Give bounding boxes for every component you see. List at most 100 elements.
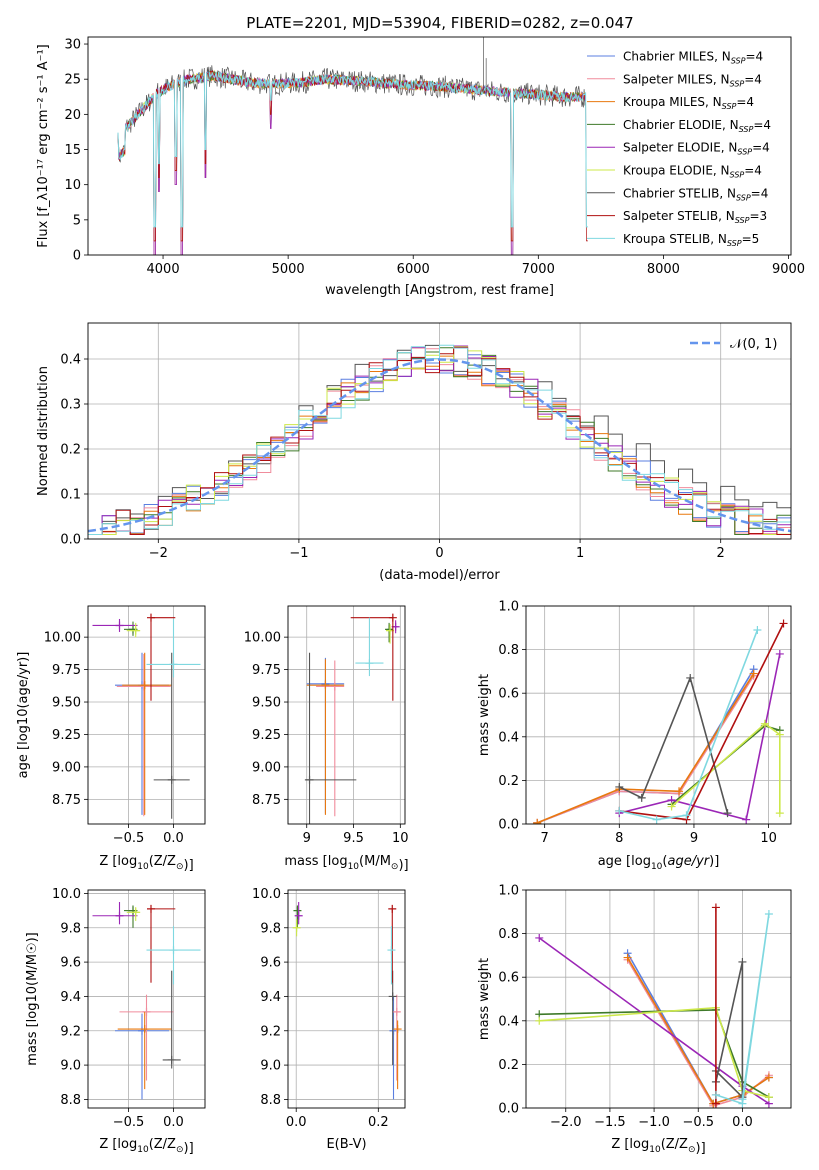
legend-subscript: SSP: [731, 57, 746, 66]
axis-label-part: age [log: [598, 854, 651, 869]
legend-text: Kroupa MILES, N: [623, 95, 722, 109]
x-tick-label: −0.5: [682, 1115, 714, 1130]
x-tick-label: 0.0: [286, 1115, 307, 1130]
y-tick-label: 9.2: [60, 1024, 81, 1039]
x-tick-label: 9: [303, 831, 311, 846]
data-point: [305, 775, 314, 784]
data-point: [535, 1016, 544, 1025]
x-tick-label: −0.5: [113, 1115, 145, 1130]
data-point: [388, 992, 397, 1001]
y-tick-label: 9.75: [52, 663, 81, 678]
series-line-chabrier_stelib: [715, 961, 744, 1100]
legend-subscript: SSP: [730, 171, 745, 180]
x-tick-label: 10: [392, 831, 409, 846]
axis-label-part: (M/M: [359, 854, 391, 869]
mass-vs-ebv-panel: 0.0 0.2 8.8 9.0 9.2 9.4 9.6 9.8 10.0 E(B-V): [252, 887, 406, 1152]
y-tick-label: 1.0: [498, 600, 519, 615]
legend-suffix: =4: [744, 72, 762, 86]
plot-area: [88, 344, 791, 535]
spectrum-line-kroupa_stelib: [117, 71, 588, 228]
axis-label-part: )]: [184, 1141, 194, 1156]
axis-label-part: 10: [348, 862, 360, 872]
x-tick-label: 7: [541, 831, 549, 846]
axis-label-part: )]: [709, 854, 719, 869]
axis-label-part: ⊙: [391, 862, 399, 872]
data-point: [764, 1073, 773, 1082]
legend-suffix: =4: [752, 141, 770, 155]
y-tick-label: 9.75: [252, 663, 281, 678]
residuals-histogram-panel: −2 −1 0 1 2 0.0 0.1 0.2 0.3 0.4 (data-model)/error…: [36, 322, 792, 583]
data-point: [711, 903, 720, 912]
data-point: [115, 911, 124, 920]
x-tick-label: 6000: [397, 262, 430, 277]
x-tick-label: 0: [435, 546, 443, 561]
data-point: [140, 1025, 149, 1034]
x-tick-label: 0.0: [732, 1115, 753, 1130]
data-point: [779, 619, 788, 628]
axes-frame: [287, 605, 406, 825]
data-point: [667, 802, 676, 811]
x-tick-label: 0.2: [368, 1115, 389, 1130]
data-point: [385, 625, 394, 634]
y-tick-label: 9.4: [60, 990, 81, 1005]
y-tick-label: 30: [64, 38, 81, 53]
axis-label-part: Z [log: [99, 854, 137, 869]
x-tick-label: 0.0: [163, 1115, 184, 1130]
legend-label: Salpeter MILES, NSSP=4: [623, 72, 762, 88]
y-tick-label: 10.00: [44, 631, 81, 646]
data-point: [742, 815, 751, 824]
y-tick-label: 15: [64, 143, 81, 158]
plot-area: [292, 902, 402, 1100]
y-tick-label: 9.8: [260, 921, 281, 936]
series-line-kroupa_elodie: [539, 1006, 770, 1098]
series-line-kroupa_elodie: [671, 722, 781, 814]
plot-area: [304, 613, 400, 824]
y-axis-label: mass [log10(M/M☉)]: [25, 932, 40, 1065]
legend-text: Salpeter ELODIE, N: [623, 141, 737, 155]
data-point: [764, 909, 773, 918]
legend-label: Salpeter ELODIE, NSSP=4: [623, 141, 770, 157]
data-point: [392, 1007, 401, 1016]
legend-text: Salpeter STELIB, N: [623, 209, 735, 223]
x-axis-label: wavelength [Angstrom, rest frame]: [325, 283, 554, 298]
axis-label-part: 10: [649, 1145, 661, 1155]
legend-subscript: SSP: [730, 79, 745, 88]
data-point: [775, 649, 784, 658]
data-point: [293, 906, 302, 915]
data-point: [388, 904, 397, 913]
y-tick-label: 0.2: [498, 774, 519, 789]
data-point: [760, 719, 769, 728]
y-tick-label: 0.0: [498, 1102, 519, 1117]
series-line-salpeter_elodie: [619, 653, 781, 821]
legend-label: Kroupa STELIB, NSSP=5: [623, 232, 759, 248]
axis-label-part: ⊙: [176, 862, 184, 872]
y-tick-label: 25: [64, 73, 81, 88]
mass-vs-metallicity-panel: −0.5 0.0 8.8 9.0 9.2 9.4 9.6 9.8 10.0 Z [log10(Z/…: [25, 887, 206, 1156]
data-point: [775, 730, 784, 739]
legend-suffix: =4: [744, 164, 762, 178]
legend-subscript: SSP: [737, 148, 752, 157]
data-point: [115, 621, 124, 630]
data-point: [393, 1025, 402, 1034]
y-tick-label: 0.4: [498, 1014, 519, 1029]
x-tick-label: −1: [289, 546, 308, 561]
axis-label-part: )]: [696, 1141, 706, 1156]
y-axis-label: Normed distribution: [36, 366, 51, 496]
y-tick-label: 0.6: [498, 971, 519, 986]
y-tick-label: 0: [73, 249, 81, 264]
axis-label-part: ⊙: [688, 1145, 696, 1155]
data-point: [131, 908, 140, 917]
axis-label-part: age/yr: [667, 854, 710, 869]
axis-label: Z [log10(Z/Z⊙)]: [99, 1137, 193, 1156]
data-point: [652, 815, 661, 824]
legend-label: Chabrier ELODIE, NSSP=4: [623, 118, 771, 134]
x-tick-label: −1.0: [638, 1115, 670, 1130]
series-line-kroupa_stelib: [619, 629, 759, 821]
data-point: [167, 775, 176, 784]
legend-suffix: =4: [736, 95, 754, 109]
data-point: [142, 1007, 151, 1016]
axis-label-part: Z [log: [611, 1137, 649, 1152]
data-point: [738, 957, 747, 966]
legend-subscript: SSP: [735, 216, 750, 225]
